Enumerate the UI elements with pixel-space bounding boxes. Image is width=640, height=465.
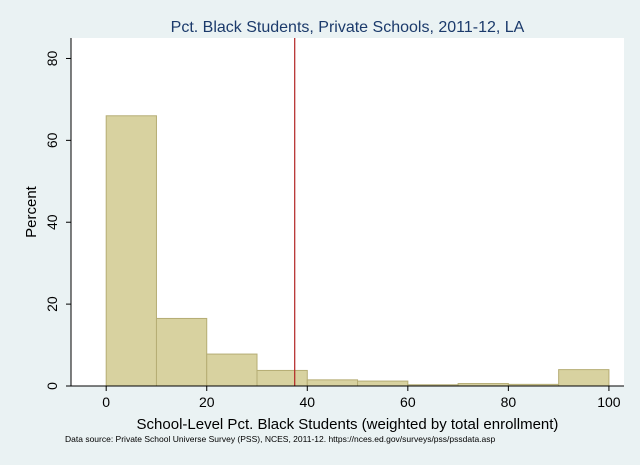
y-tick-label-0: 0 xyxy=(44,382,60,390)
x-tick-label-20: 20 xyxy=(199,394,215,410)
y-tick-label-80: 80 xyxy=(44,50,60,66)
x-axis-label: School-Level Pct. Black Students (weight… xyxy=(137,416,559,433)
x-tick-label-40: 40 xyxy=(299,394,315,410)
histogram-bar-90-100 xyxy=(558,369,610,387)
axes-group: 0 20 40 60 80 0 20 40 60 80 100 xyxy=(44,38,624,410)
x-tick-label-80: 80 xyxy=(501,394,517,410)
x-tick-label-60: 60 xyxy=(400,394,416,410)
chart-title: Pct. Black Students, Private Schools, 20… xyxy=(171,19,525,36)
histogram-bar-30-40 xyxy=(256,369,308,387)
y-tick-label-20: 20 xyxy=(44,296,60,312)
x-tick-label-0: 0 xyxy=(102,394,110,410)
y-tick-label-40: 40 xyxy=(44,214,60,230)
histogram-bar-0-10 xyxy=(105,115,157,387)
x-tick-label-100: 100 xyxy=(597,394,621,410)
histogram-bar-50-60 xyxy=(357,380,409,387)
y-axis-label: Percent xyxy=(23,185,40,238)
histogram-bar-40-50 xyxy=(306,379,359,387)
histogram-bar-10-20 xyxy=(155,317,208,387)
histogram-bar-20-30 xyxy=(206,353,258,387)
source-note: Data source: Private School Universe Sur… xyxy=(65,434,496,444)
bars-group xyxy=(105,115,610,387)
y-tick-label-60: 60 xyxy=(44,132,60,148)
